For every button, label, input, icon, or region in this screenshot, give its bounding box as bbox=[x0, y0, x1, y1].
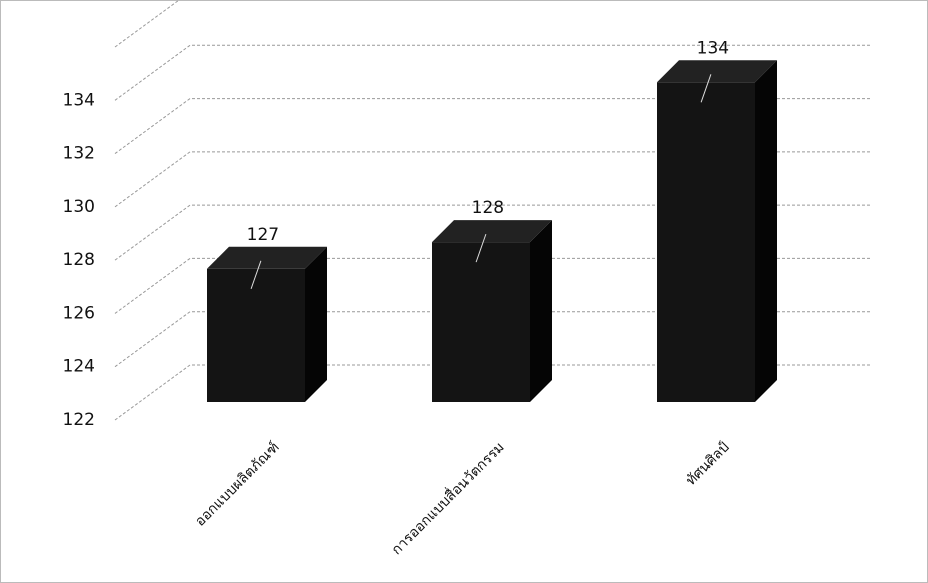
y-tick-label: 124 bbox=[63, 357, 95, 377]
y-tick-label: 130 bbox=[63, 197, 95, 217]
value-label: 128 bbox=[472, 198, 504, 218]
y-tick-label: 134 bbox=[63, 90, 95, 110]
value-label: 134 bbox=[697, 38, 729, 58]
bar-face bbox=[207, 268, 305, 402]
bar-face bbox=[207, 246, 327, 269]
leader-line bbox=[700, 74, 712, 103]
grid-line bbox=[114, 44, 870, 101]
plot-edge bbox=[114, 0, 180, 48]
bar-face bbox=[305, 246, 327, 402]
value-label: 127 bbox=[247, 225, 279, 245]
grid-line bbox=[114, 257, 870, 314]
grid-line bbox=[114, 98, 870, 154]
grid-line bbox=[114, 151, 870, 208]
grid-line bbox=[114, 204, 870, 261]
y-tick-label: 122 bbox=[63, 410, 95, 430]
grid-line bbox=[114, 311, 870, 368]
leader-line bbox=[475, 233, 487, 263]
y-tick-label: 132 bbox=[63, 144, 95, 164]
bar-face bbox=[755, 60, 777, 403]
bar bbox=[432, 220, 552, 402]
leader-line bbox=[250, 260, 262, 289]
bar bbox=[657, 60, 777, 403]
bar-face bbox=[432, 242, 530, 402]
bar-face bbox=[657, 82, 755, 403]
bar-face bbox=[530, 220, 552, 402]
grid-line bbox=[114, 364, 870, 421]
bar bbox=[207, 246, 327, 402]
bar-face bbox=[432, 220, 552, 243]
y-tick-label: 128 bbox=[63, 250, 95, 270]
bar-face bbox=[657, 60, 777, 83]
y-tick-label: 126 bbox=[63, 303, 95, 323]
